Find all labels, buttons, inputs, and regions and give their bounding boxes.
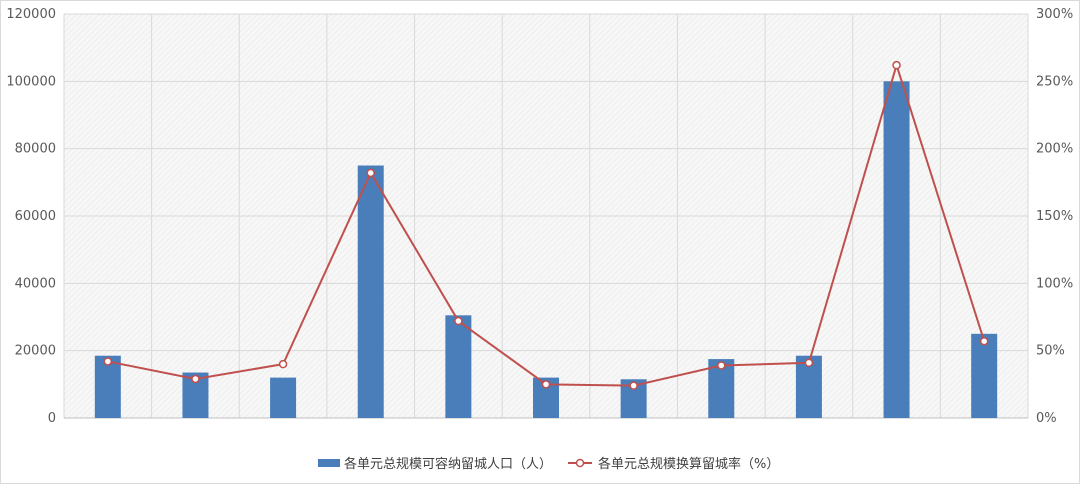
legend-bar-swatch: [318, 459, 340, 467]
right-tick-label: 50%: [1036, 344, 1065, 359]
right-tick-label: 200%: [1036, 142, 1073, 157]
left-tick-label: 20000: [15, 344, 56, 359]
left-tick-label: 120000: [6, 7, 56, 22]
rate-point: [629, 381, 638, 390]
left-axis: 0 20000 40000 60000 80000 100000 120000: [6, 7, 56, 426]
rate-point: [103, 357, 113, 366]
left-tick-label: 0: [48, 411, 56, 426]
line-series: [103, 60, 989, 390]
left-tick-label: 40000: [15, 276, 56, 291]
bar: [357, 165, 384, 418]
bar: [883, 81, 910, 418]
bar: [270, 377, 297, 418]
rate-point: [366, 168, 375, 178]
rate-point: [541, 380, 551, 389]
rate-point: [454, 316, 463, 326]
rate-point: [717, 361, 726, 370]
legend-line-marker: [575, 458, 585, 468]
rate-point: [979, 336, 989, 346]
bar: [971, 333, 998, 418]
legend: 各单元总规模可容纳留城人口（人） 各单元总规模换算留城率（%）: [318, 456, 779, 472]
left-tick-label: 60000: [15, 209, 56, 224]
rate-point: [804, 358, 814, 368]
bar: [94, 355, 121, 418]
legend-bar-label: 各单元总规模可容纳留城人口（人）: [344, 456, 552, 472]
right-tick-label: 0%: [1036, 411, 1057, 426]
bar: [445, 315, 472, 418]
right-axis: 0% 50% 100% 150% 200% 250% 300%: [1036, 7, 1073, 426]
right-tick-label: 100%: [1036, 276, 1073, 291]
left-tick-label: 80000: [15, 142, 56, 157]
rate-point: [892, 60, 901, 70]
gridlines: [63, 13, 1029, 419]
right-tick-label: 250%: [1036, 74, 1073, 89]
rate-point: [278, 359, 288, 369]
right-tick-label: 300%: [1036, 7, 1073, 22]
legend-line-label: 各单元总规模换算留城率（%）: [598, 456, 779, 472]
left-tick-label: 100000: [6, 74, 56, 89]
right-tick-label: 150%: [1036, 209, 1073, 224]
rate-point: [191, 374, 200, 384]
